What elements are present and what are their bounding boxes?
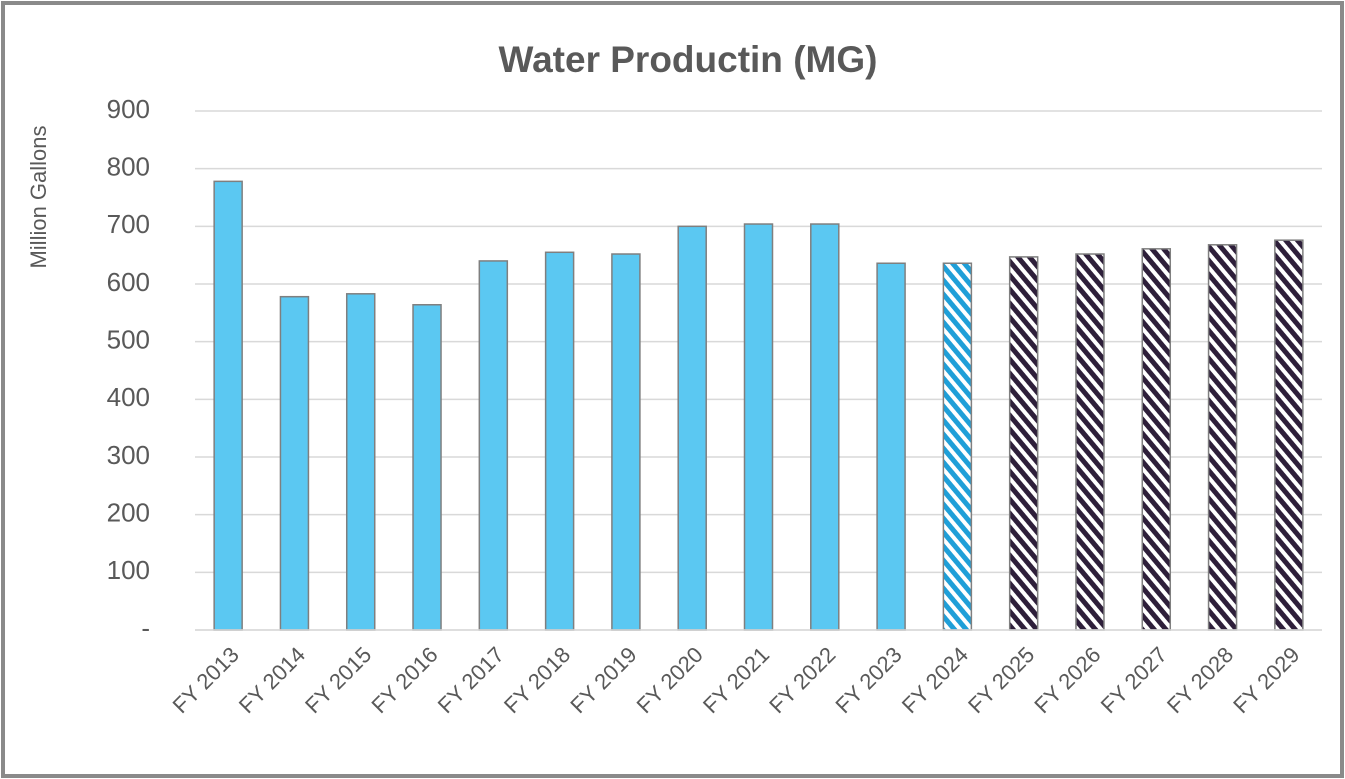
y-axis-label: Million Gallons (26, 125, 51, 268)
bar (478, 260, 509, 631)
y-tick-label: 600 (107, 267, 150, 297)
bar (544, 251, 575, 631)
bar (1008, 256, 1039, 631)
y-tick-label: 900 (107, 94, 150, 124)
y-tick-label: 800 (107, 152, 150, 182)
chart-title: Water Productin (MG) (499, 39, 878, 80)
y-tick-label: - (141, 613, 150, 643)
bar (1207, 244, 1238, 631)
y-tick-label: 100 (107, 555, 150, 585)
bar (743, 223, 774, 631)
bar (279, 295, 310, 631)
bar (677, 225, 707, 631)
bar (611, 253, 641, 631)
bar (876, 262, 906, 631)
bar (1141, 248, 1172, 631)
bar (345, 293, 376, 631)
bar (412, 304, 442, 631)
bar (1274, 239, 1304, 631)
bar (810, 223, 840, 631)
y-tick-label: 300 (107, 440, 150, 470)
bar (1075, 253, 1105, 631)
y-tick-label: 400 (107, 382, 150, 412)
y-tick-label: 200 (107, 498, 150, 528)
y-tick-label: 500 (107, 325, 150, 355)
bar (942, 262, 973, 631)
bar (213, 180, 243, 631)
y-tick-label: 700 (107, 209, 150, 239)
